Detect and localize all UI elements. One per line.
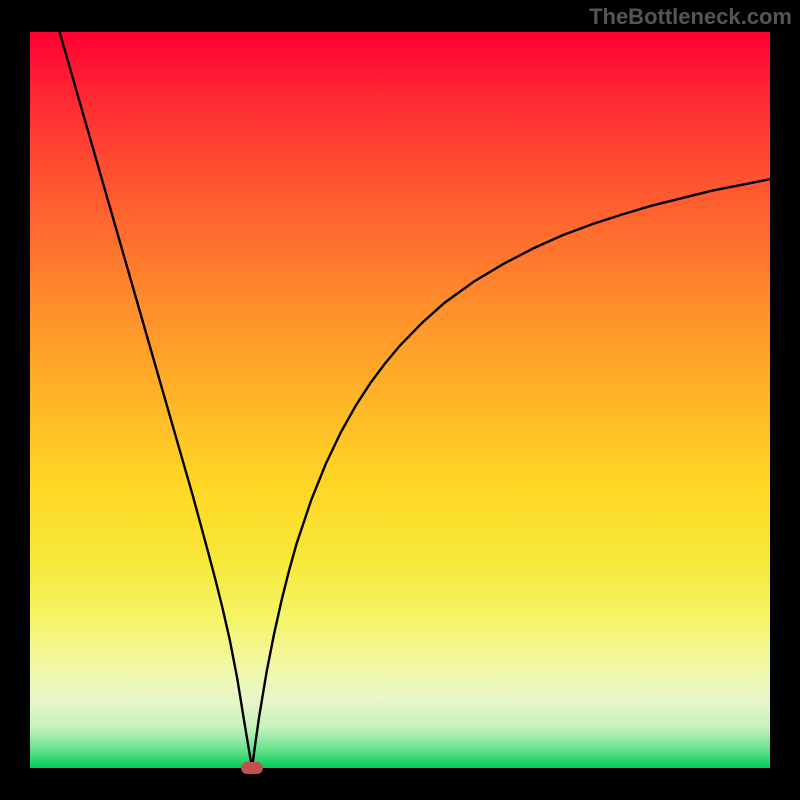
gradient-background	[30, 32, 770, 768]
chart-svg	[30, 32, 770, 768]
minimum-marker	[241, 762, 263, 774]
attribution-text: TheBottleneck.com	[589, 4, 792, 30]
bottleneck-chart	[30, 32, 770, 768]
